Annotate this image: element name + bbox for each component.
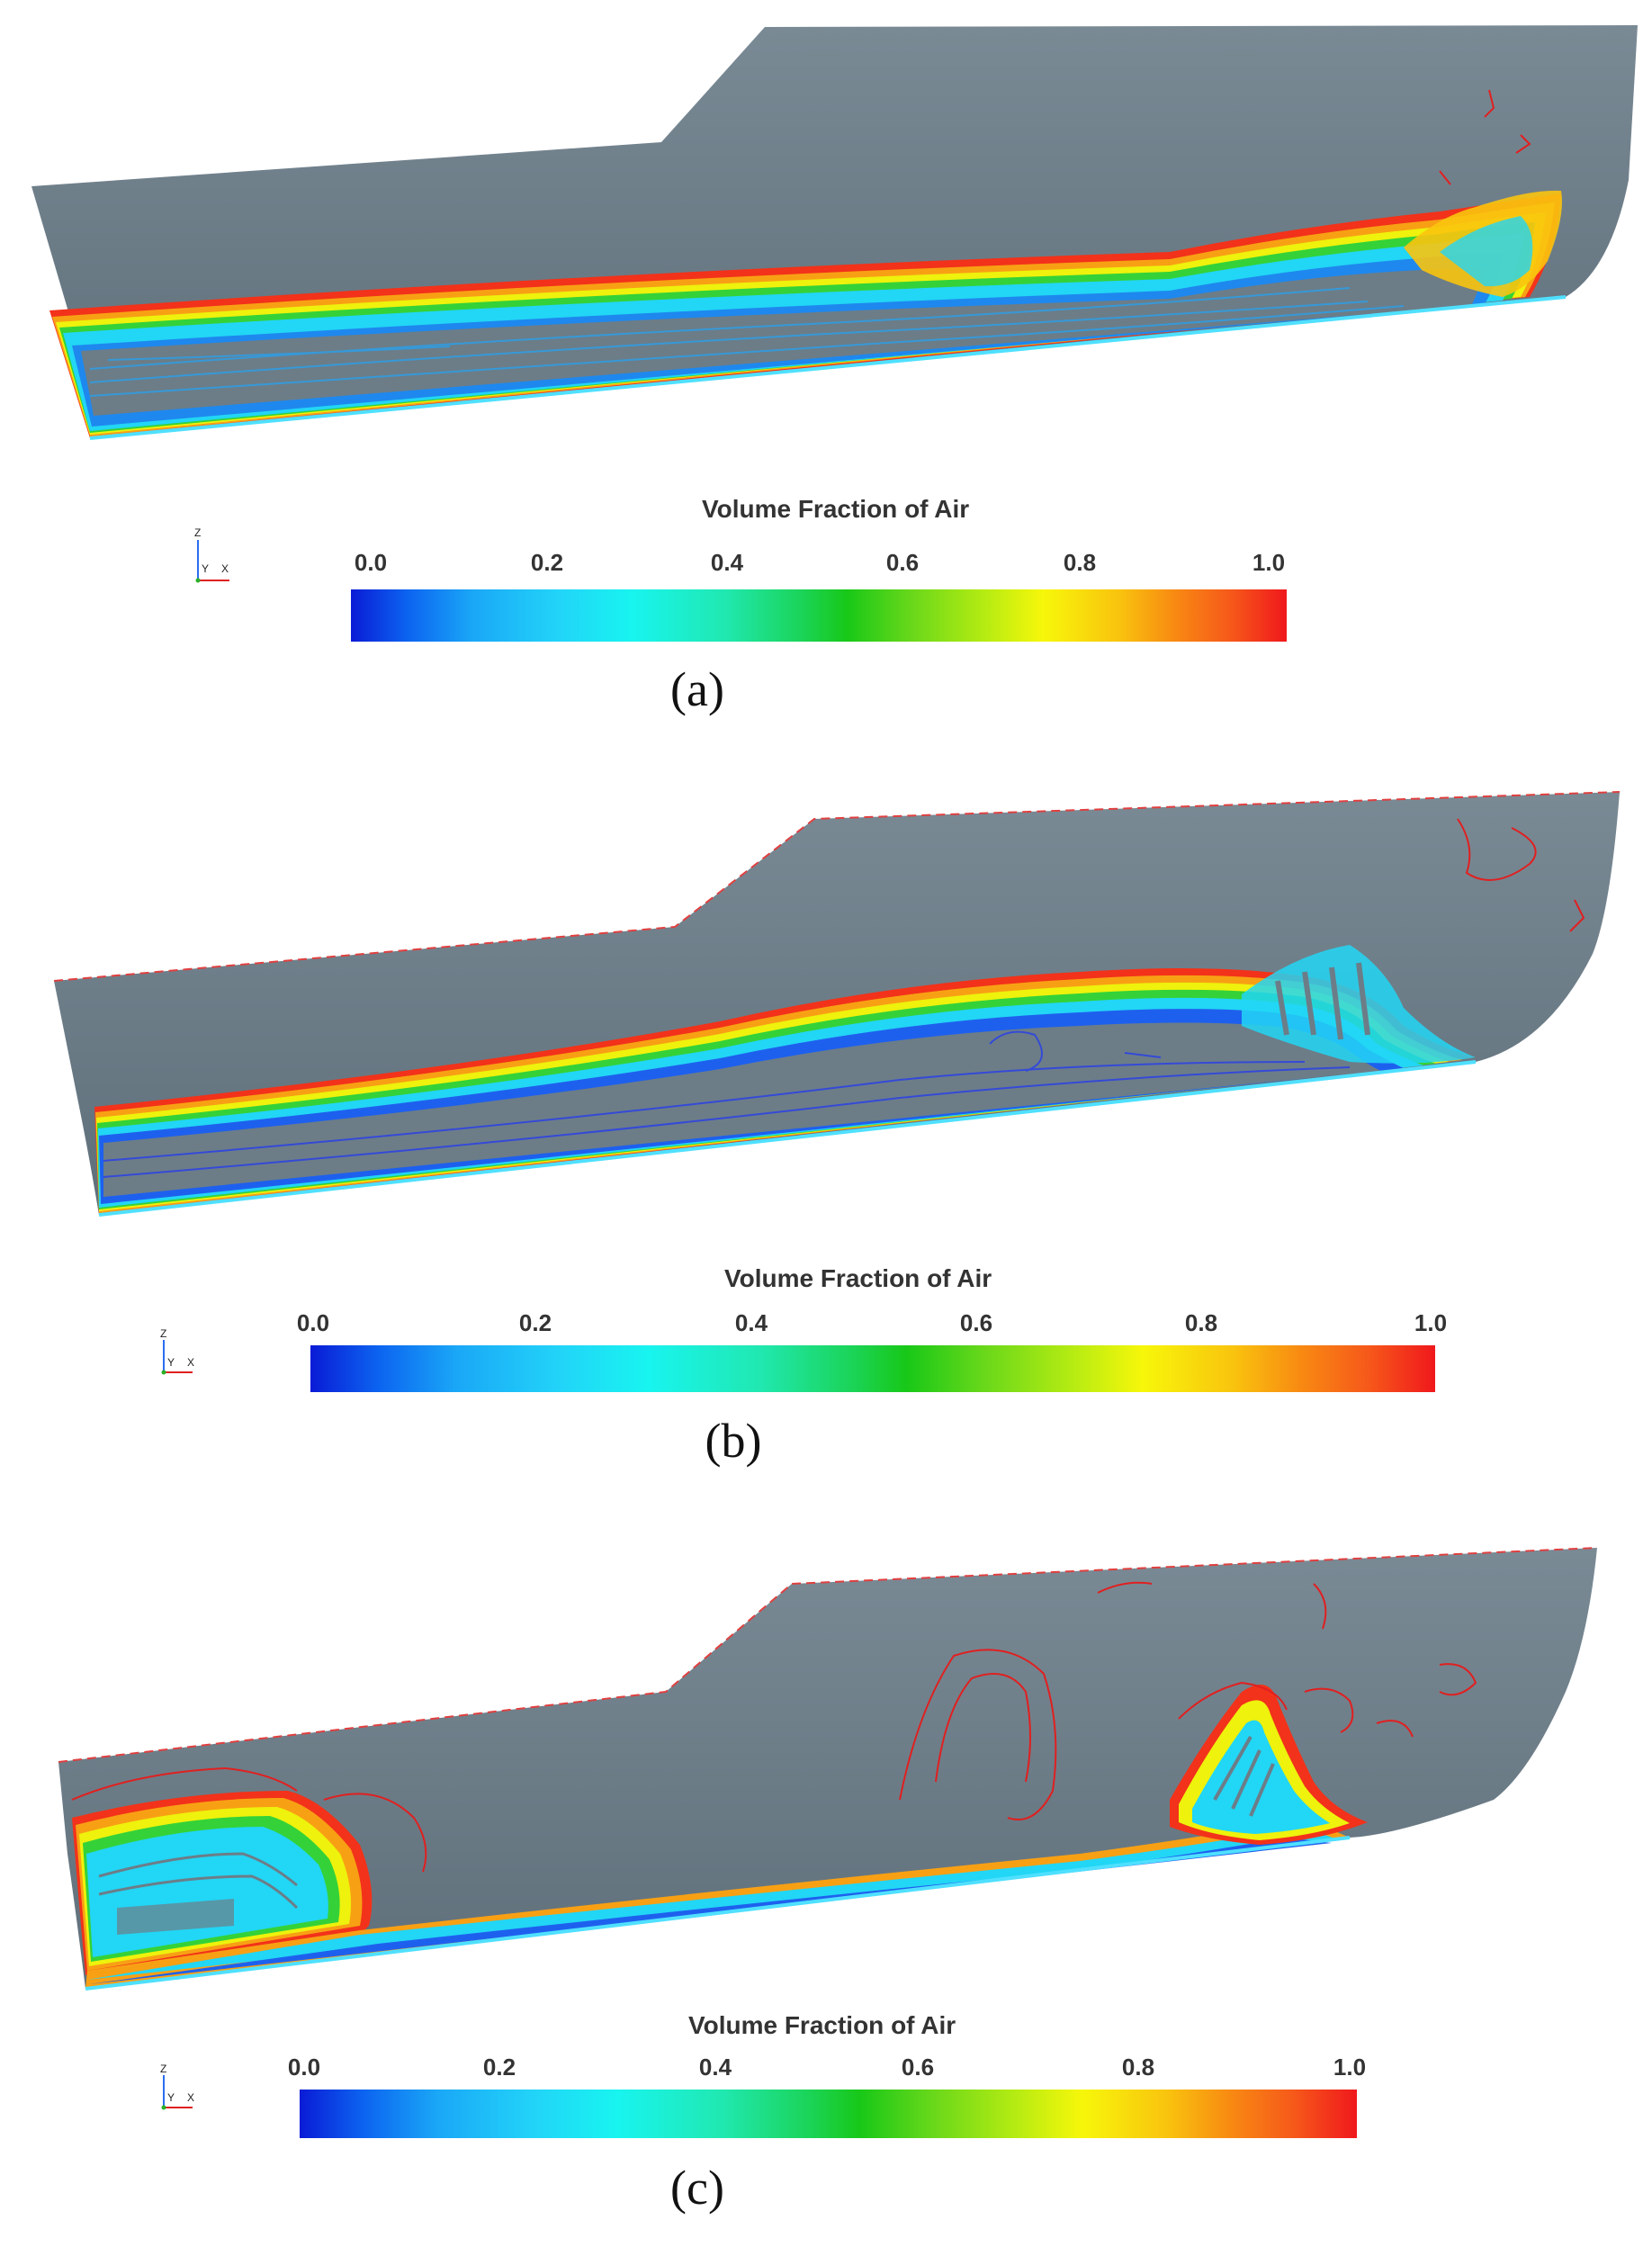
axis-x-label: X [187, 2091, 195, 2104]
colorbar-tick: 0.2 [518, 1309, 552, 1336]
panel-a: Z Y X Volume Fraction of Air 0.0 0.2 0.4… [0, 0, 1652, 738]
colorbar-tick: 0.8 [1063, 549, 1097, 576]
axis-z-label: Z [194, 526, 202, 539]
colorbar-title: Volume Fraction of Air [702, 495, 970, 523]
axis-triad-icon [161, 2075, 193, 2110]
wetted-region [103, 1022, 1381, 1197]
axis-x-label: X [221, 562, 229, 575]
axis-triad-icon [161, 1340, 193, 1375]
colorbar-tick: 1.0 [1333, 2054, 1367, 2081]
colorbar-tick: 0.8 [1121, 2054, 1155, 2081]
colorbar-title: Volume Fraction of Air [724, 1264, 992, 1292]
colorbar-tick: 0.6 [959, 1309, 993, 1336]
colorbar-tick: 1.0 [1414, 1309, 1448, 1336]
axis-y-label: Y [167, 2091, 175, 2104]
colorbar-tick: 0.6 [901, 2054, 935, 2081]
colorbar-tick: 0.0 [354, 549, 388, 576]
axis-z-label: Z [160, 2063, 167, 2075]
hull-contour-plot-a [31, 25, 1638, 440]
panel-label: (c) [670, 2161, 724, 2215]
axis-y-label: Y [167, 1356, 175, 1369]
bow-spray [1242, 945, 1476, 1064]
hull-surface [58, 1548, 1597, 1989]
colorbar-gradient [310, 1345, 1435, 1392]
colorbar-gradient [300, 2090, 1357, 2138]
colorbar-tick: 0.2 [530, 549, 564, 576]
colorbar-tick: 0.4 [698, 2054, 732, 2081]
axis-y-label: Y [202, 562, 210, 575]
colorbar-title: Volume Fraction of Air [688, 2011, 956, 2039]
panel-c: Z Y X Volume Fraction of Air 0.0 0.2 0.4… [0, 1530, 1652, 2256]
colorbar-tick: 0.0 [296, 1309, 330, 1336]
axis-triad-icon [195, 540, 229, 583]
colorbar-gradient [351, 589, 1287, 642]
colorbar-tick: 0.4 [710, 549, 744, 576]
hull-contour-plot-b [53, 791, 1621, 1217]
panel-label: (a) [670, 662, 724, 716]
panel-b: Z Y X Volume Fraction of Air 0.0 0.2 0.4… [0, 774, 1652, 1521]
colorbar-tick: 0.2 [482, 2054, 516, 2081]
axis-z-label: Z [160, 1327, 167, 1340]
colorbar-tick: 0.8 [1184, 1309, 1218, 1336]
colorbar-tick: 1.0 [1252, 549, 1286, 576]
wetted-region [81, 269, 1485, 416]
colorbar-tick: 0.0 [287, 2054, 321, 2081]
hull-contour-plot-c [58, 1547, 1598, 1991]
axis-x-label: X [187, 1356, 195, 1369]
colorbar-tick: 0.4 [734, 1309, 768, 1336]
colorbar-tick: 0.6 [885, 549, 920, 576]
panel-label: (b) [705, 1414, 762, 1468]
axis-triad-c: Z Y X [155, 2063, 209, 2117]
axis-triad-a: Z Y X [189, 526, 243, 589]
axis-triad-b: Z Y X [155, 1327, 209, 1381]
